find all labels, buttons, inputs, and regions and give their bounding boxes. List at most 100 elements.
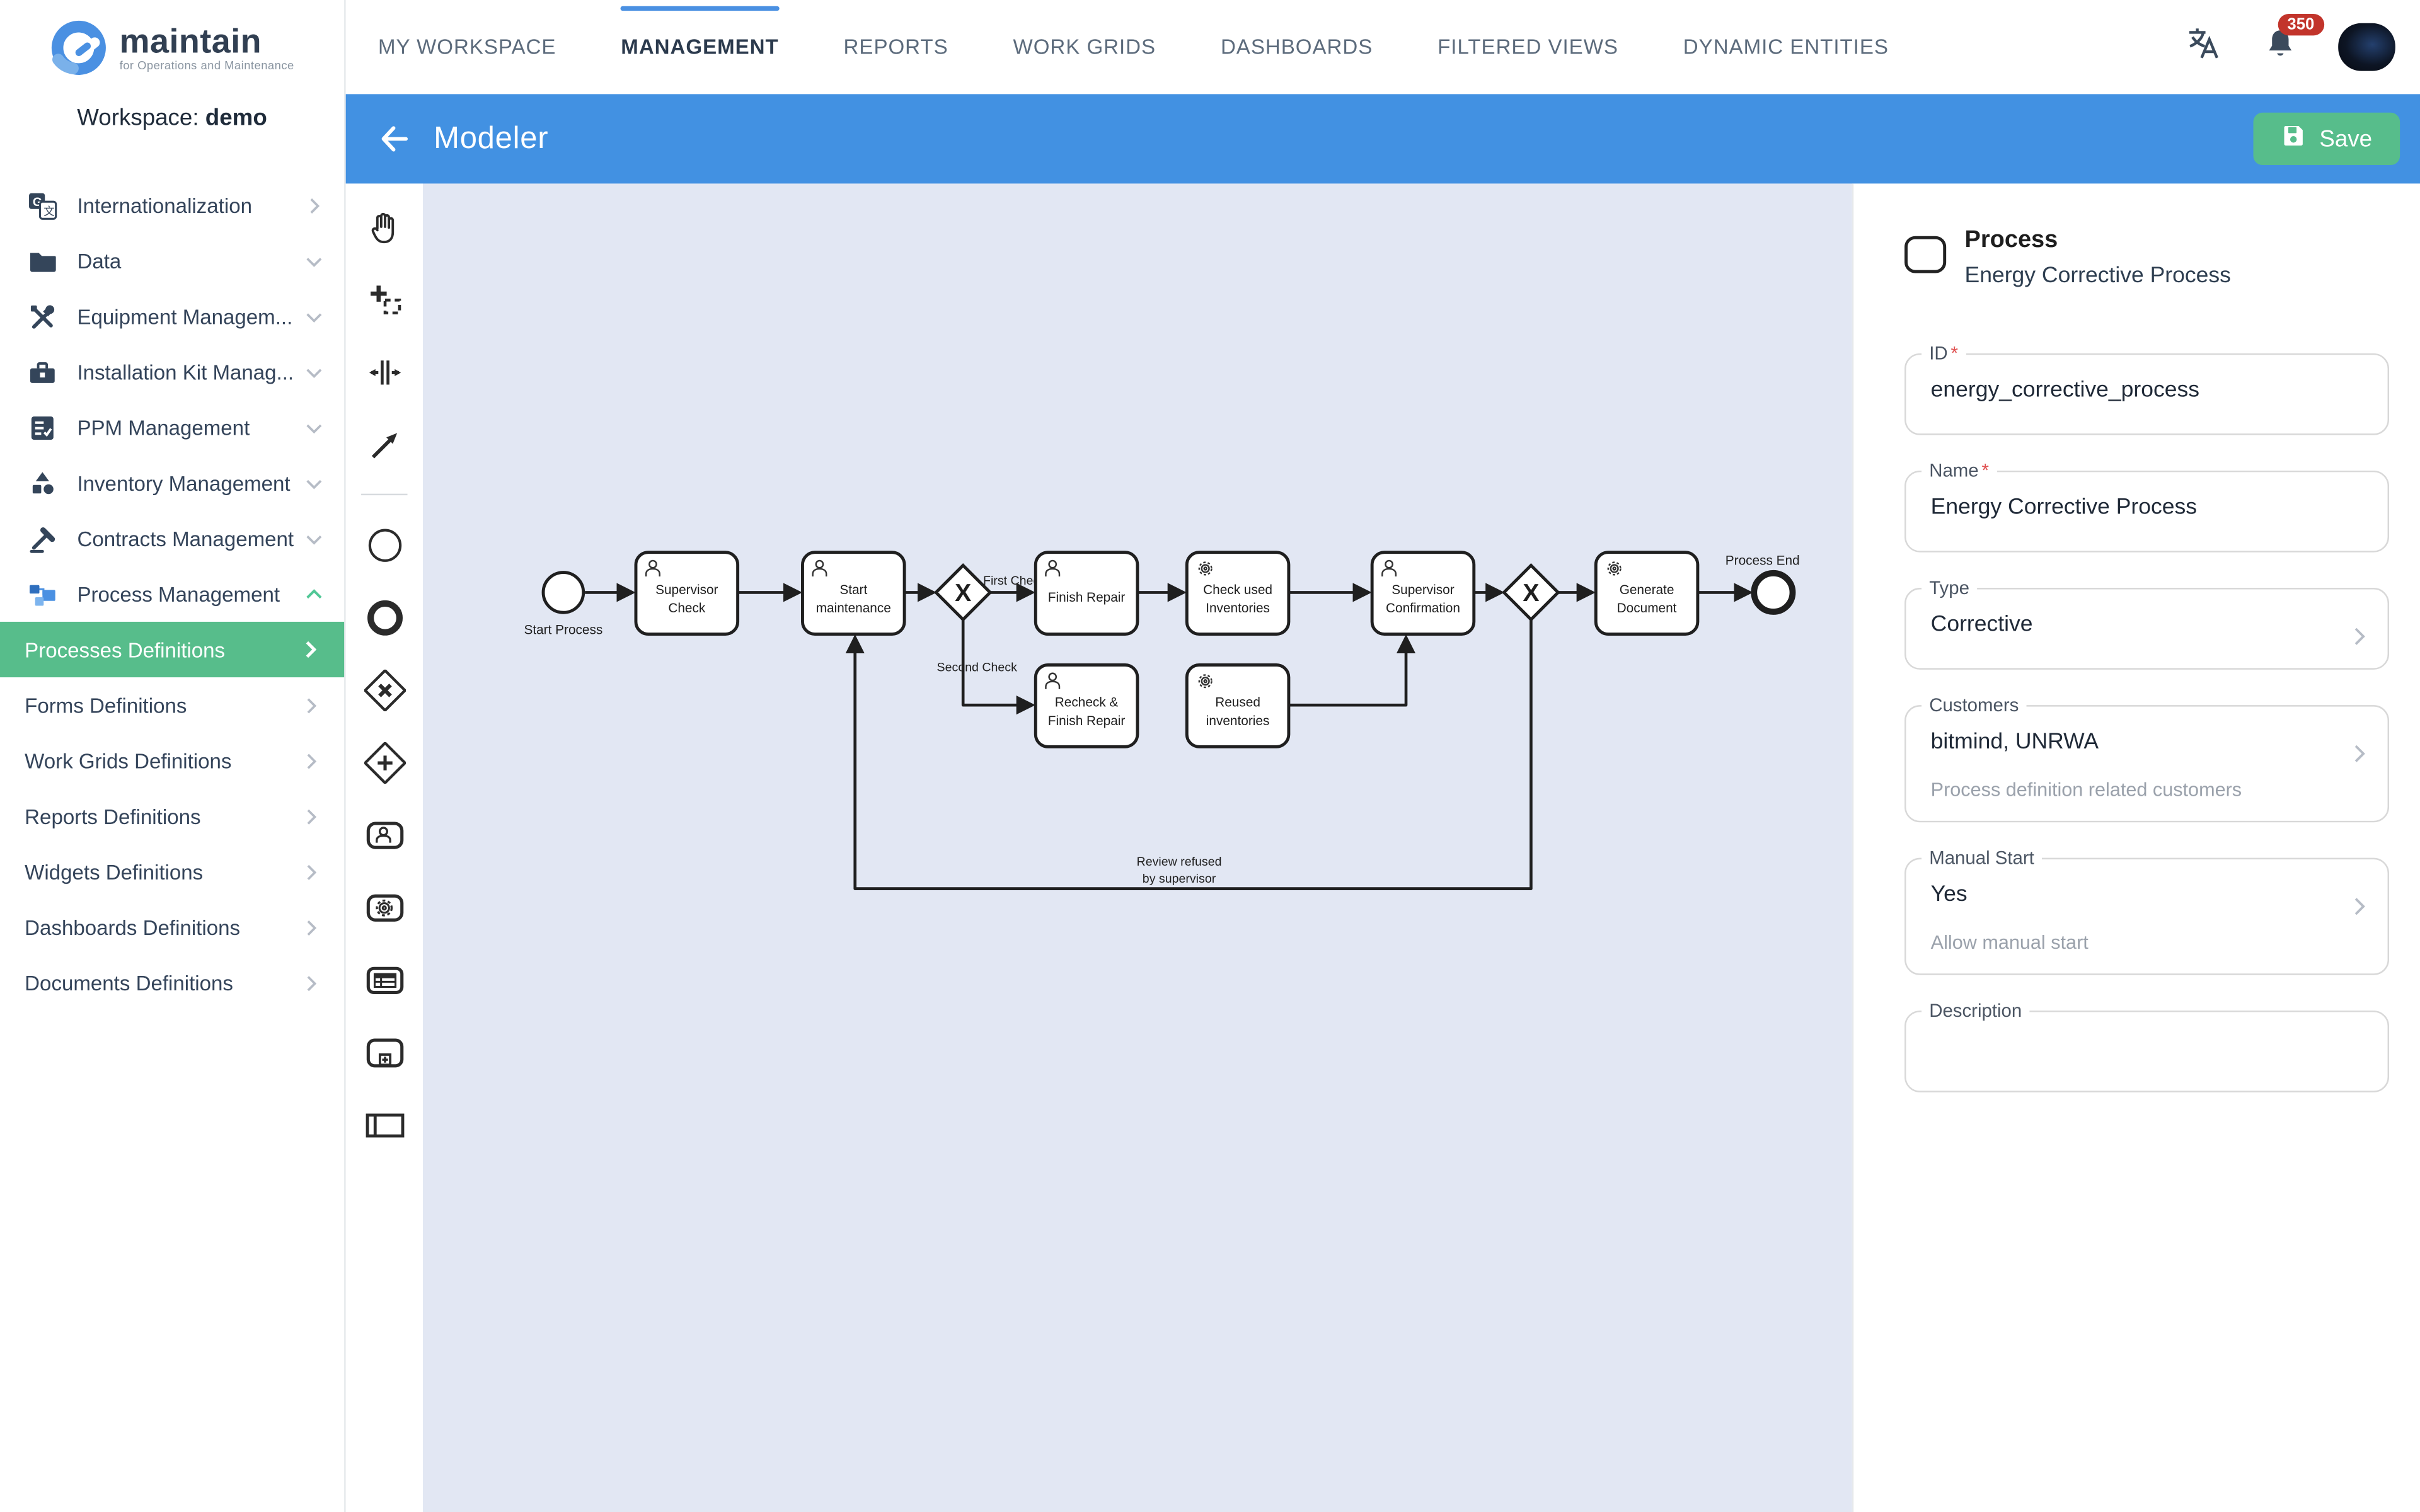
chevron-right-icon[interactable] (2346, 741, 2372, 775)
task-start-maintenance[interactable]: Start maintenance (801, 551, 906, 636)
exclusive-gateway-icon[interactable] (358, 663, 410, 716)
svg-text:Finish Repair: Finish Repair (1048, 590, 1126, 605)
sidebar-item-contracts-management[interactable]: Contracts Management (0, 511, 344, 566)
id-value[interactable]: energy_corrective_process (1930, 378, 2200, 403)
sidebar-item-installation-kit-management[interactable]: Installation Kit Manag... (0, 344, 344, 399)
id-field[interactable]: ID * energy_corrective_process (1904, 342, 2390, 435)
chevron-down-icon (298, 471, 326, 495)
brand-logo[interactable]: maintain for Operations and Maintenance (0, 0, 344, 83)
properties-header: Process Energy Corrective Process (1904, 227, 2389, 289)
task-supervisor-check[interactable]: Supervisor Check (634, 551, 740, 636)
flow-label-second-check: Second Check (937, 660, 1018, 674)
start-event-icon[interactable] (358, 518, 410, 571)
end-event-icon[interactable] (358, 591, 410, 643)
sidebar-item-data[interactable]: Data (0, 233, 344, 289)
end-event[interactable]: Process End (1726, 553, 1800, 615)
save-button[interactable]: Save (2253, 112, 2400, 166)
name-value[interactable]: Energy Corrective Process (1930, 495, 2198, 520)
decision-task-icon[interactable] (358, 953, 410, 1005)
svg-text:Confirmation: Confirmation (1386, 601, 1460, 616)
chevron-right-icon (295, 694, 323, 717)
exclusive-gateway-1[interactable]: X (933, 563, 993, 622)
workspace-name: demo (205, 105, 267, 132)
task-recheck-finish-repair[interactable]: Recheck & Finish Repair (1034, 663, 1139, 748)
work-area: Start Process Supervisor Check Start mai… (345, 183, 2420, 1512)
task-reused-inventories[interactable]: Reused inventories (1185, 663, 1291, 748)
type-field[interactable]: Type Corrective (1904, 576, 2390, 670)
task-supervisor-confirmation[interactable]: Supervisor Confirmation (1370, 551, 1476, 636)
sidebar-item-process-management[interactable]: Process Management (0, 566, 344, 622)
sidebar-item-documents-definitions[interactable]: Documents Definitions (0, 955, 344, 1011)
bpmn-canvas[interactable]: Start Process Supervisor Check Start mai… (423, 183, 1852, 1512)
shapes-icon (28, 468, 57, 498)
customers-helper: Process definition related customers (1930, 779, 2242, 801)
participant-icon[interactable] (358, 1099, 410, 1151)
chevron-down-icon (298, 360, 326, 384)
customers-field[interactable]: Customers bitmind, UNRWA Process definit… (1904, 694, 2390, 823)
space-tool-icon[interactable] (358, 346, 410, 398)
chevron-right-icon (295, 805, 323, 828)
parallel-gateway-icon[interactable] (358, 736, 410, 788)
sidebar-item-widgets-definitions[interactable]: Widgets Definitions (0, 844, 344, 900)
tab-dashboards[interactable]: DASHBOARDS (1220, 35, 1373, 59)
sidebar: maintain for Operations and Maintenance … (0, 0, 346, 1512)
exclusive-gateway-2[interactable]: X (1501, 563, 1560, 622)
header-actions: 350 (2186, 13, 2420, 71)
hand-tool-icon[interactable] (358, 200, 410, 253)
save-icon (2281, 123, 2305, 154)
sidebar-item-dashboards-definitions[interactable]: Dashboards Definitions (0, 900, 344, 955)
chevron-down-icon (298, 305, 326, 328)
user-task-icon[interactable] (358, 808, 410, 861)
tab-work-grids[interactable]: WORK GRIDS (1013, 35, 1156, 59)
svg-text:Inventories: Inventories (1206, 601, 1270, 616)
start-event[interactable]: Start Process (524, 571, 602, 638)
tab-my-workspace[interactable]: MY WORKSPACE (378, 35, 556, 59)
sidebar-item-inventory-management[interactable]: Inventory Management (0, 455, 344, 510)
bpmn-diagram: Start Process Supervisor Check Start mai… (524, 551, 1800, 890)
sidebar-item-reports-definitions[interactable]: Reports Definitions (0, 788, 344, 844)
manual-start-helper: Allow manual start (1930, 932, 2089, 954)
toolbox-icon (28, 357, 57, 387)
sidebar-item-processes-definitions[interactable]: Processes Definitions (0, 621, 345, 678)
workspace-label: Workspace: demo (77, 105, 267, 132)
back-button[interactable] (372, 116, 418, 162)
global-connect-tool-icon[interactable] (358, 418, 410, 471)
task-generate-document[interactable]: Generate Document (1594, 551, 1700, 636)
subprocess-icon[interactable] (358, 1026, 410, 1079)
task-check-used-inventories[interactable]: Check used Inventories (1185, 551, 1291, 636)
chevron-right-icon[interactable] (2346, 623, 2372, 657)
tab-management[interactable]: MANAGEMENT (621, 0, 780, 94)
chevron-right-icon[interactable] (2346, 893, 2372, 927)
avatar[interactable] (2338, 23, 2395, 71)
sidebar-item-forms-definitions[interactable]: Forms Definitions (0, 677, 344, 733)
gavel-icon (28, 524, 57, 553)
sidebar-item-equipment-management[interactable]: Equipment Managem... (0, 289, 344, 344)
notifications-button[interactable]: 350 (2262, 13, 2324, 69)
sidebar-item-work-grids-definitions[interactable]: Work Grids Definitions (0, 733, 344, 788)
svg-text:maintenance: maintenance (816, 601, 891, 616)
tab-filtered-views[interactable]: FILTERED VIEWS (1438, 35, 1618, 59)
language-icon[interactable] (2186, 25, 2223, 69)
sidebar-item-ppm-management[interactable]: PPM Management (0, 399, 344, 455)
tab-dynamic-entities[interactable]: DYNAMIC ENTITIES (1683, 35, 1889, 59)
process-shape-icon (1904, 236, 1947, 273)
required-asterisk: * (1950, 342, 1958, 364)
chevron-up-icon (298, 582, 326, 605)
manual-start-field[interactable]: Manual Start Yes Allow manual start (1904, 847, 2390, 975)
lasso-tool-icon[interactable] (358, 273, 410, 325)
tab-reports[interactable]: REPORTS (843, 35, 948, 59)
brand-name: maintain (119, 21, 262, 60)
name-field[interactable]: Name * Energy Corrective Process (1904, 459, 2390, 553)
flow-label-first-check: First Check (983, 574, 1046, 588)
svg-text:Reused: Reused (1215, 696, 1260, 710)
top-nav: MY WORKSPACE MANAGEMENT REPORTS WORK GRI… (345, 0, 2420, 94)
task-finish-repair[interactable]: Finish Repair (1034, 551, 1139, 636)
flow-review-refused-loop (845, 619, 1533, 890)
service-task-icon[interactable] (358, 881, 410, 933)
type-value: Corrective (1930, 612, 2033, 638)
description-field[interactable]: Description (1904, 999, 2390, 1092)
